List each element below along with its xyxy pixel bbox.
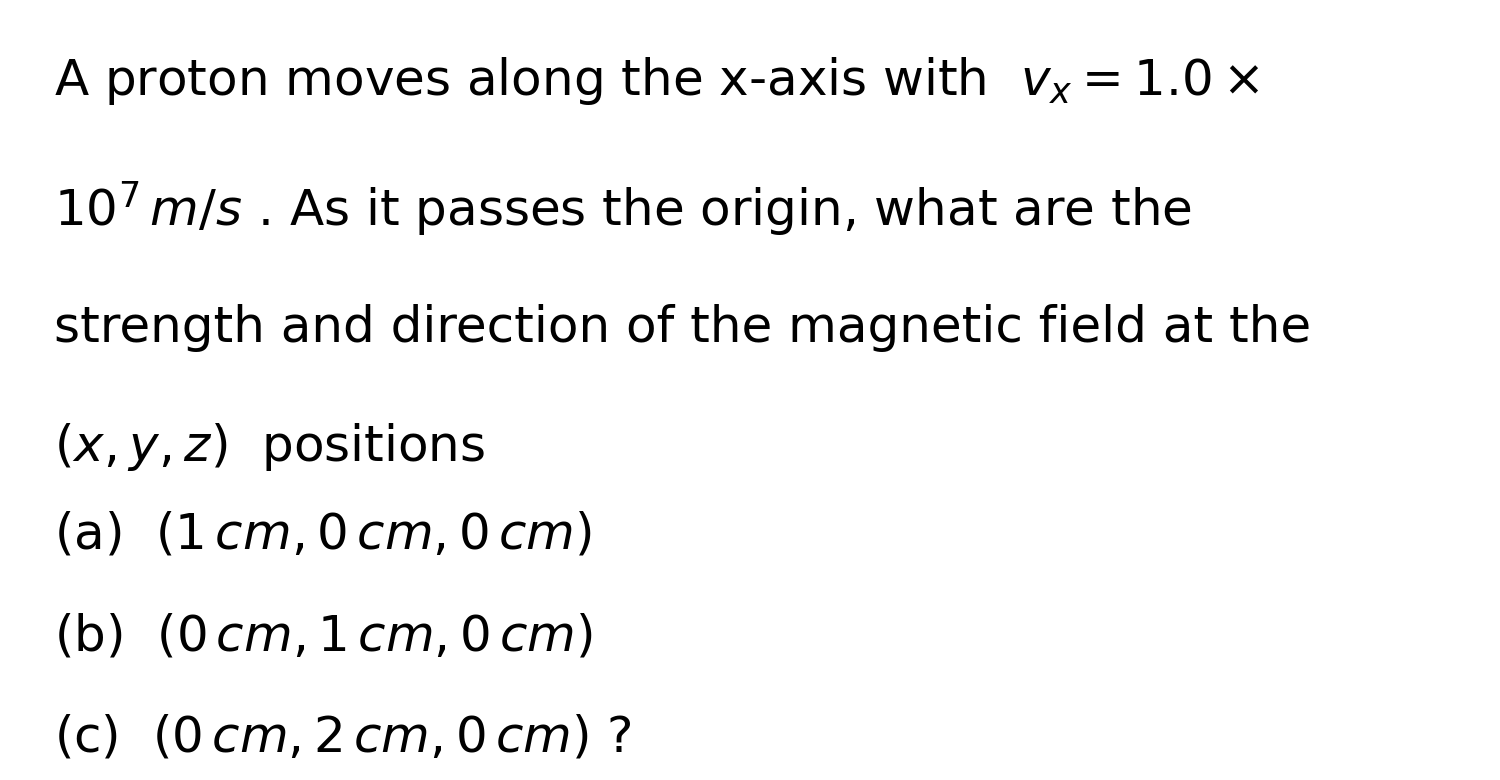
Text: (b)  $(0 \, cm, 1 \, cm, 0 \, cm)$: (b) $(0 \, cm, 1 \, cm, 0 \, cm)$ bbox=[54, 612, 594, 661]
Text: $(x, y, z)$  positions: $(x, y, z)$ positions bbox=[54, 421, 486, 473]
Text: $10^7 \, m/s$ . As it passes the origin, what are the: $10^7 \, m/s$ . As it passes the origin,… bbox=[54, 179, 1192, 239]
Text: A proton moves along the x-axis with  $v_x = 1.0 \times$: A proton moves along the x-axis with $v_… bbox=[54, 55, 1260, 107]
Text: (c)  $(0 \, cm, 2 \, cm, 0 \, cm)$ ?: (c) $(0 \, cm, 2 \, cm, 0 \, cm)$ ? bbox=[54, 714, 632, 762]
Text: (a)  $(1 \, cm, 0 \, cm, 0 \, cm)$: (a) $(1 \, cm, 0 \, cm, 0 \, cm)$ bbox=[54, 511, 593, 559]
Text: strength and direction of the magnetic field at the: strength and direction of the magnetic f… bbox=[54, 304, 1311, 353]
